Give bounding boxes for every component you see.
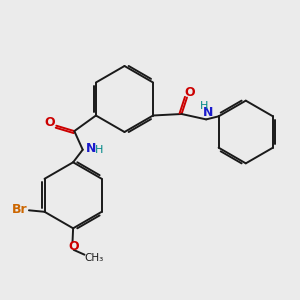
Text: O: O [44, 116, 55, 129]
Text: H: H [95, 145, 103, 155]
Text: N: N [202, 106, 213, 119]
Text: O: O [68, 240, 79, 254]
Text: O: O [184, 85, 195, 99]
Text: Br: Br [12, 203, 28, 216]
Text: H: H [200, 101, 208, 111]
Text: CH₃: CH₃ [84, 253, 103, 263]
Text: N: N [86, 142, 96, 155]
